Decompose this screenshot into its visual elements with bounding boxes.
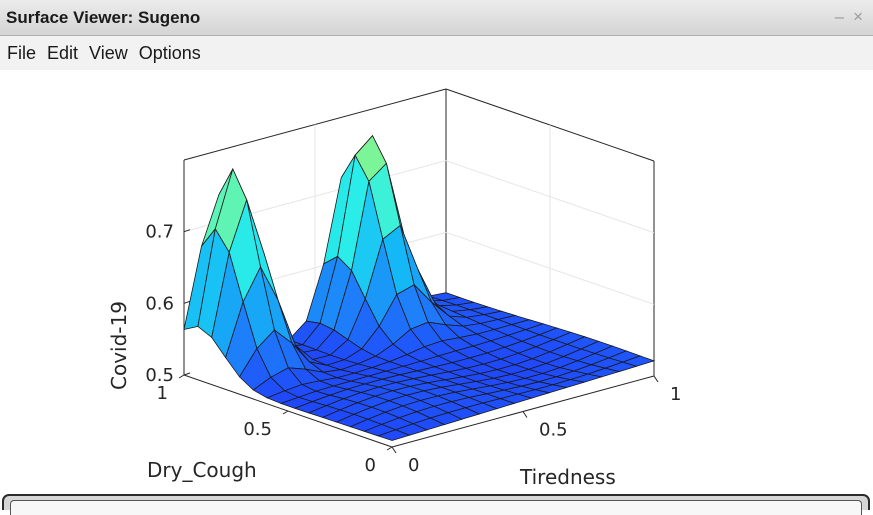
menu-edit[interactable]: Edit [47,42,79,63]
surface-mesh [183,134,656,441]
menu-file[interactable]: File [7,42,37,63]
y-tick [282,410,289,415]
x-tick [391,446,397,454]
y-tick-label: 0.5 [243,419,272,440]
z-tick-label: 0.5 [145,365,174,386]
menu-view[interactable]: View [89,42,128,63]
close-icon[interactable]: × [853,7,863,26]
z-tick-label: 0.7 [145,222,174,243]
x-tick [522,411,528,418]
y-tick-label: 1 [157,383,168,404]
y-tick-label: 0 [365,455,376,476]
window-title: Surface Viewer: Sugeno [6,8,201,27]
x-tick-label: 1 [670,384,681,405]
x-axis-label: Tiredness [519,465,616,489]
window-controls: – × [835,7,863,27]
z-tick [183,229,191,233]
grid-line [445,160,655,234]
y-tick [386,446,393,451]
menu-bar: File Edit View Options [0,36,873,70]
menu-options[interactable]: Options [138,42,201,63]
grid-line [445,231,655,305]
x-tick [653,375,659,383]
z-axis-label: Covid-19 [107,301,131,390]
y-tick [178,374,185,379]
status-panel [2,494,870,515]
x-tick-label: 0 [408,455,419,476]
z-tick [183,372,191,376]
status-panel-inner [10,500,862,515]
plot-area: 0 0.5 1 0 0.5 1 0.5 0.6 0.7 Covid-19 Dry_Cough T… [0,70,873,494]
surface-patch [376,429,411,441]
z-tick-label: 0.6 [145,293,174,314]
y-axis-label: Dry_Cough [147,458,257,482]
minimize-icon[interactable]: – [834,7,845,26]
x-tick-label: 0.5 [539,420,568,441]
title-bar: Surface Viewer: Sugeno – × [0,0,873,36]
z-tick [183,300,191,304]
